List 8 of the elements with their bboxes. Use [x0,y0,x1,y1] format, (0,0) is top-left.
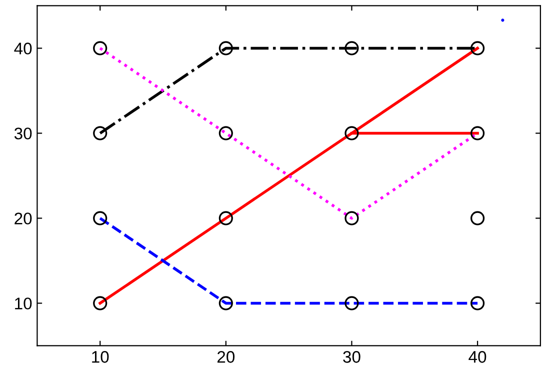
x-tick-label: 20 [217,351,235,363]
y-tick-label: 30 [14,128,32,140]
x-tick-label: 10 [92,351,109,363]
y-tick-label: 40 [14,42,32,54]
y-tick-label: 10 [15,298,32,310]
x-tick-label: 30 [343,351,360,363]
x-tick-label: 40 [468,351,486,363]
y-tick-label: 20 [14,212,32,224]
